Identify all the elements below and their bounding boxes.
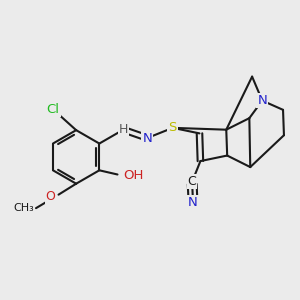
Text: CH₃: CH₃ (13, 203, 34, 213)
Text: S: S (169, 121, 177, 134)
Text: Cl: Cl (46, 103, 60, 116)
Text: O: O (46, 190, 56, 203)
Text: OH: OH (123, 169, 144, 182)
Text: H: H (118, 123, 128, 136)
Text: N: N (142, 131, 152, 145)
Text: C: C (188, 175, 197, 188)
Text: N: N (188, 196, 198, 209)
Text: N: N (257, 94, 267, 107)
